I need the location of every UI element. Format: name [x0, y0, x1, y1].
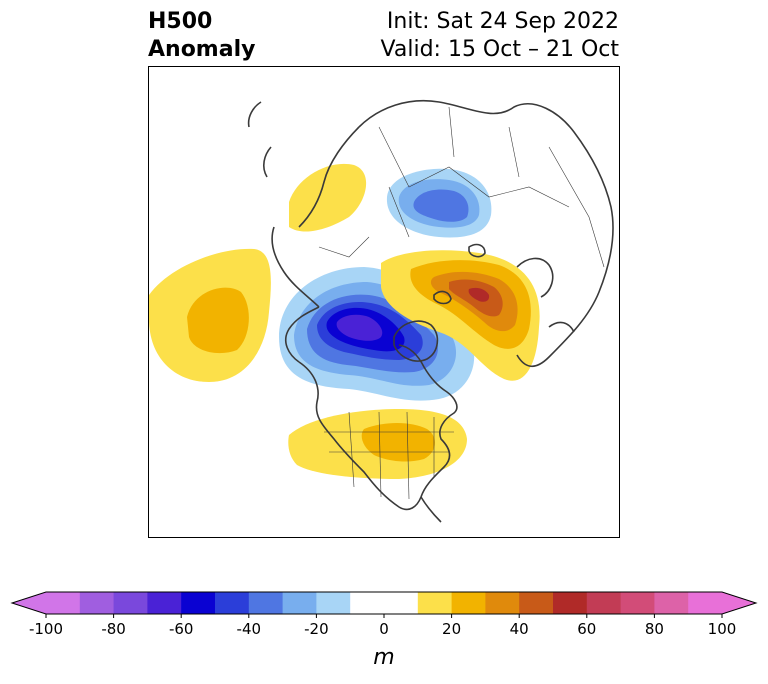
colorbar-segment	[519, 592, 554, 614]
colorbar-tick-label: 0	[379, 620, 389, 638]
colorbar-unit-label: m	[373, 645, 395, 670]
colorbar-segment	[215, 592, 250, 614]
colorbar-segment	[654, 592, 689, 614]
colorbar-tick-label: 60	[577, 620, 596, 638]
eurasian-ridge	[381, 250, 540, 381]
colorbar-extend-high	[722, 592, 756, 614]
colorbar-tick-label: 20	[442, 620, 461, 638]
colorbar-tick-label: 40	[510, 620, 529, 638]
valid-date-range: Valid: 15 Oct – 21 Oct	[380, 37, 619, 62]
colorbar-segment	[417, 592, 453, 614]
colorbar: -100 -80 -60 -40 -20 0 20 40 60 80 100	[10, 591, 758, 638]
title-line-2: Anomaly	[148, 37, 256, 62]
colorbar-segment	[46, 592, 81, 614]
init-date: Init: Sat 24 Sep 2022	[386, 9, 619, 34]
colorbar-segments	[10, 591, 758, 615]
western-pacific-ridge	[149, 248, 271, 382]
colorbar-segment	[147, 592, 182, 614]
colorbar-segment	[316, 592, 351, 614]
anomaly-map	[148, 66, 620, 538]
map-canvas	[149, 99, 614, 523]
colorbar-segment	[282, 592, 317, 614]
colorbar-segment	[113, 592, 148, 614]
title-line-1: H500	[148, 9, 213, 34]
north-america-ridge	[288, 409, 467, 479]
coastlines	[247, 99, 614, 523]
colorbar-segment	[384, 592, 419, 614]
colorbar-tick-label: 80	[645, 620, 664, 638]
colorbar-segment	[248, 592, 284, 614]
colorbar-segment	[79, 592, 115, 614]
colorbar-tick-label: -40	[237, 620, 262, 638]
country-borders	[318, 106, 605, 500]
colorbar-segment	[451, 592, 486, 614]
colorbar-tick-label: -80	[101, 620, 126, 638]
map-title: H500 Anomaly	[148, 8, 255, 64]
colorbar-tick-label: -20	[304, 620, 329, 638]
colorbar-segment	[620, 592, 655, 614]
colorbar-segment	[181, 592, 216, 614]
colorbar-segment	[553, 592, 588, 614]
colorbar-ticks: -100 -80 -60 -40 -20 0 20 40 60 80 100	[29, 614, 736, 638]
colorbar-tick-label: 100	[708, 620, 737, 638]
colorbar-segment	[688, 592, 723, 614]
colorbar-tick-label: -60	[169, 620, 194, 638]
colorbar-segment	[586, 592, 622, 614]
colorbar-segment	[485, 592, 520, 614]
colorbar-extend-low	[12, 592, 46, 614]
aleutian-ridge	[289, 163, 367, 232]
siberian-trough	[386, 168, 492, 238]
map-dates: Init: Sat 24 Sep 2022 Valid: 15 Oct – 21…	[381, 8, 619, 64]
colorbar-segment	[350, 592, 385, 614]
colorbar-tick-label: -100	[29, 620, 63, 638]
